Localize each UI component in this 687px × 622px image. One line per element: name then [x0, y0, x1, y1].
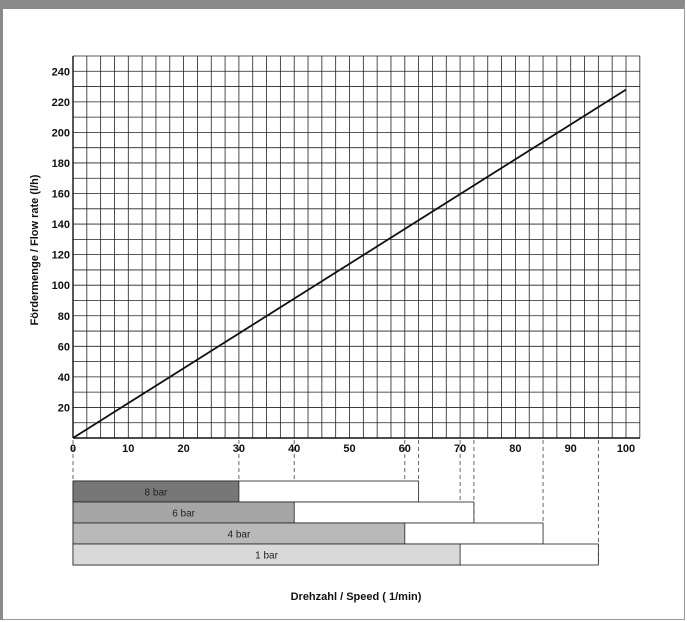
y-tick-label: 140: [52, 219, 70, 231]
pressure-bars: 8 bar 6 bar 4 bar 1 bar: [72, 480, 599, 566]
y-tick-label: 160: [52, 189, 70, 201]
pressure-bar-label: 8 bar: [145, 488, 168, 499]
y-tick-label: 240: [52, 66, 70, 78]
y-tick-label: 220: [52, 97, 70, 109]
flow-rate-line: [72, 88, 627, 439]
x-tick-label: 90: [565, 443, 577, 455]
pressure-bar-label: 1 bar: [255, 551, 278, 562]
y-tick-label: 200: [52, 127, 70, 139]
series: [72, 88, 627, 439]
x-tick-label: 80: [509, 443, 521, 455]
pressure-bar-shaded: [72, 543, 461, 566]
y-tick-label: 100: [52, 280, 70, 292]
y-tick-label: 80: [58, 311, 70, 323]
x-tick-label: 100: [617, 443, 635, 455]
y-tick-label: 20: [58, 402, 70, 414]
x-axis-label: Drehzahl / Speed ( 1/min): [291, 591, 422, 603]
pressure-bar-label: 4 bar: [228, 530, 251, 541]
pressure-bar-label: 6 bar: [172, 509, 195, 520]
grid: [72, 55, 641, 439]
y-tick-label: 120: [52, 250, 70, 262]
x-tick-label: 10: [122, 443, 134, 455]
y-tick-label: 180: [52, 158, 70, 170]
y-tick-label: 40: [58, 372, 70, 384]
y-axis-label: Fördermenge / Flow rate (l/h): [29, 174, 41, 325]
y-tick-label: 60: [58, 341, 70, 353]
x-tick-label: 50: [343, 443, 355, 455]
x-tick-label: 20: [177, 443, 189, 455]
